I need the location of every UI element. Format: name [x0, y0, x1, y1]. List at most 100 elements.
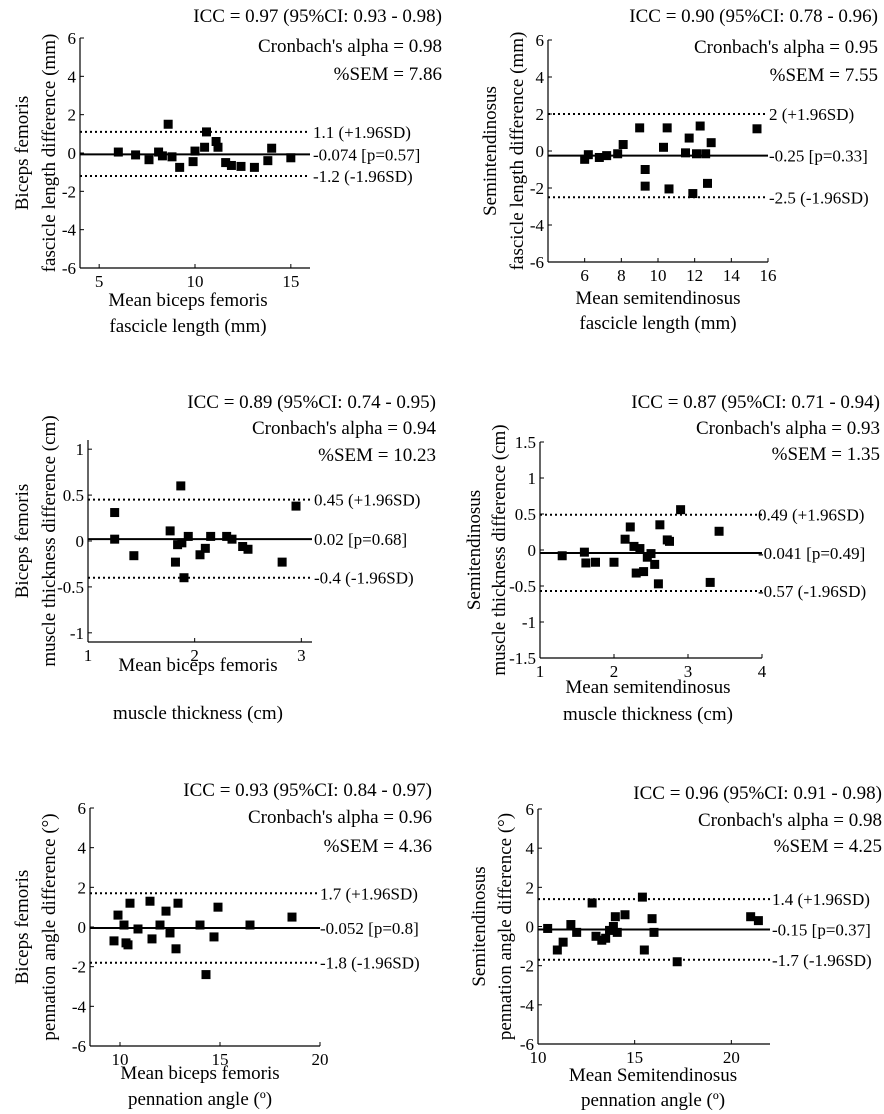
data-point	[165, 928, 175, 938]
stat-text: %SEM = 1.35	[772, 444, 880, 465]
data-point	[695, 121, 705, 131]
data-point	[226, 160, 236, 170]
data-point	[243, 544, 253, 554]
x-tick-label: 1	[84, 646, 93, 665]
stat-text: ICC = 0.93 (95%CI: 0.84 - 0.97)	[183, 780, 432, 801]
data-point	[287, 912, 297, 922]
data-point	[213, 902, 223, 912]
y-axis-label: fascicle length difference (mm)	[39, 34, 60, 273]
y-tick-label: -1	[70, 624, 84, 643]
data-point	[171, 944, 181, 954]
data-point	[202, 127, 211, 137]
data-point	[659, 142, 668, 152]
x-tick-label: 12	[686, 266, 703, 285]
y-tick-label: -6	[62, 259, 76, 278]
data-point	[277, 557, 287, 567]
stat-text: %SEM = 4.25	[774, 836, 882, 857]
x-tick-label: 5	[95, 272, 104, 291]
data-point	[625, 522, 635, 532]
y-tick-label: -4	[520, 996, 535, 1015]
data-point	[133, 924, 143, 934]
y-tick-label: 0	[76, 532, 85, 551]
data-point	[618, 140, 628, 150]
x-tick-label: 20	[723, 1048, 740, 1067]
data-point	[637, 892, 647, 902]
data-point	[110, 508, 120, 518]
data-point	[653, 579, 663, 589]
data-point	[211, 137, 221, 146]
data-point	[746, 912, 756, 922]
data-point	[684, 133, 694, 143]
mean-difference-label: -0.041 [p=0.49]	[758, 544, 865, 563]
y-tick-label: 1	[528, 469, 537, 488]
x-axis-label: pennation angle (º)	[128, 1089, 272, 1110]
data-point	[129, 551, 139, 561]
data-point	[557, 551, 567, 561]
data-point	[587, 898, 597, 908]
data-point	[200, 543, 210, 553]
data-point	[227, 534, 237, 544]
data-point	[222, 531, 232, 541]
y-tick-label: -6	[530, 253, 544, 272]
data-point	[640, 181, 650, 191]
data-point	[195, 550, 205, 560]
stat-text: Cronbach's alpha = 0.95	[694, 37, 878, 58]
x-axis-label: fascicle length (mm)	[109, 316, 266, 337]
chart-panel-3: -1 -0.5 0 0.5 1 1 2 3 0.45 (+1.96SD) 0.02 [p=0.68…	[12, 392, 436, 724]
data-point	[647, 914, 657, 924]
data-point	[601, 933, 611, 943]
data-point	[620, 534, 630, 544]
y-axis-label: Semitendinosus	[464, 490, 485, 610]
data-point	[591, 931, 601, 941]
x-axis-label: Mean semitendinosus	[565, 677, 730, 698]
x-tick-label: 14	[723, 266, 741, 285]
data-point	[190, 146, 200, 156]
lower-loa-label: -0.4 (-1.96SD)	[314, 569, 414, 588]
y-tick-label: 0	[68, 144, 77, 163]
data-point	[665, 536, 674, 546]
data-point	[175, 162, 185, 172]
data-point	[195, 920, 205, 930]
data-point	[291, 501, 301, 511]
data-point	[552, 945, 562, 955]
data-point	[580, 154, 590, 164]
data-point	[236, 161, 246, 171]
data-point	[286, 153, 296, 163]
data-point	[705, 577, 715, 587]
chart-panel-2: -6 -4 -2 0 2 4 6 6 8 10 12 14 16 2 (+1.96SD) -0.25 [p=…	[480, 6, 878, 334]
x-tick-label: 1	[536, 662, 545, 681]
x-axis-label: Mean biceps femoris	[108, 290, 267, 311]
data-point	[635, 123, 645, 133]
stat-text: ICC = 0.87 (95%CI: 0.71 - 0.94)	[631, 392, 880, 413]
data-point	[572, 927, 582, 937]
data-point	[640, 165, 650, 174]
data-point	[188, 157, 198, 167]
data-point	[113, 910, 123, 920]
y-tick-label: -6	[72, 1037, 86, 1056]
x-axis-label: Mean Semitendinosus	[569, 1065, 737, 1086]
y-axis-label: fascicle length difference (mm)	[507, 32, 528, 271]
y-tick-label: 2	[68, 106, 77, 125]
y-tick-label: 6	[68, 29, 77, 48]
mean-difference-label: -0.15 [p=0.37]	[772, 920, 871, 939]
y-tick-label: -1	[522, 613, 536, 632]
y-tick-label: 1	[76, 440, 85, 459]
y-tick-label: -6	[520, 1035, 534, 1054]
x-axis-label: muscle thickness (cm)	[563, 704, 733, 725]
data-point	[753, 916, 763, 926]
data-point	[714, 526, 724, 536]
y-tick-label: 0.5	[515, 505, 536, 524]
x-tick-label: 8	[617, 266, 626, 285]
y-axis-label: pennation angle difference (°)	[495, 813, 516, 1040]
lower-loa-label: -0.57 (-1.96SD)	[758, 582, 866, 601]
data-point	[609, 557, 619, 567]
x-tick-label: 20	[312, 1050, 329, 1069]
x-tick-label: 3	[684, 662, 693, 681]
data-point	[608, 922, 618, 931]
stat-text: Cronbach's alpha = 0.98	[698, 810, 882, 831]
mean-difference-label: -0.074 [p=0.57]	[313, 145, 420, 164]
y-axis-label: Biceps femoris	[12, 484, 33, 599]
data-point	[209, 932, 219, 942]
upper-loa-label: 0.49 (+1.96SD)	[758, 506, 864, 525]
data-point	[123, 940, 133, 950]
